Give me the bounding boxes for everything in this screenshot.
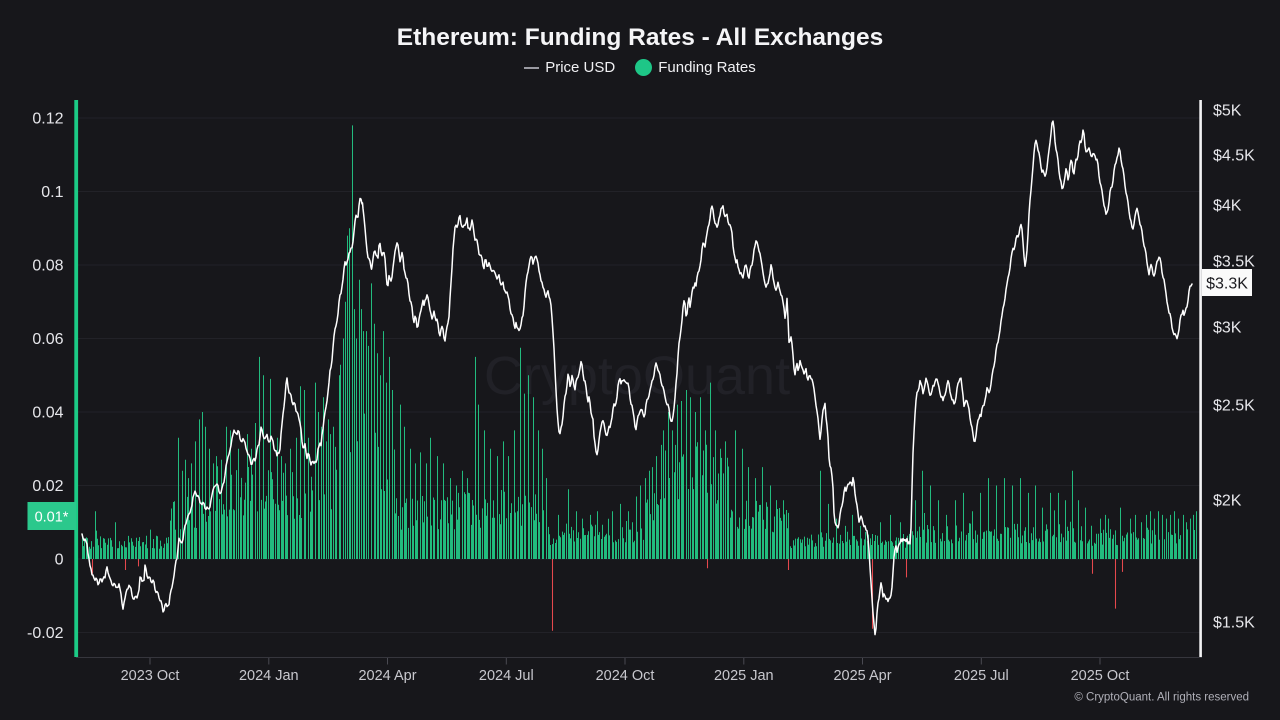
svg-text:0.08: 0.08 bbox=[32, 258, 63, 275]
svg-text:0.06: 0.06 bbox=[32, 331, 63, 348]
svg-text:0.02: 0.02 bbox=[32, 478, 63, 495]
svg-text:2025 Oct: 2025 Oct bbox=[1071, 668, 1130, 684]
svg-text:2025 Jan: 2025 Jan bbox=[714, 668, 774, 684]
svg-text:2025 Apr: 2025 Apr bbox=[833, 668, 891, 684]
svg-text:$5K: $5K bbox=[1213, 103, 1242, 120]
svg-text:2024 Apr: 2024 Apr bbox=[358, 668, 416, 684]
svg-text:$4K: $4K bbox=[1213, 198, 1242, 215]
svg-text:-0.02: -0.02 bbox=[27, 625, 64, 642]
svg-text:CryptoQuant: CryptoQuant bbox=[484, 346, 790, 406]
svg-text:$2K: $2K bbox=[1213, 493, 1242, 510]
svg-text:2024 Jan: 2024 Jan bbox=[239, 668, 299, 684]
svg-text:$3.3K: $3.3K bbox=[1206, 276, 1248, 293]
svg-text:$1.5K: $1.5K bbox=[1213, 615, 1255, 632]
svg-text:0.01*: 0.01* bbox=[35, 510, 69, 526]
svg-text:2024 Oct: 2024 Oct bbox=[596, 668, 655, 684]
svg-text:2025 Jul: 2025 Jul bbox=[954, 668, 1009, 684]
svg-text:$4.5K: $4.5K bbox=[1213, 148, 1255, 165]
svg-text:$2.5K: $2.5K bbox=[1213, 398, 1255, 415]
svg-text:2023 Oct: 2023 Oct bbox=[121, 668, 180, 684]
svg-text:0: 0 bbox=[55, 552, 64, 569]
svg-text:© CryptoQuant. All rights rese: © CryptoQuant. All rights reserved bbox=[1074, 692, 1249, 704]
svg-text:0.1: 0.1 bbox=[41, 184, 63, 201]
svg-text:0.04: 0.04 bbox=[32, 405, 63, 422]
svg-text:$3.5K: $3.5K bbox=[1213, 254, 1255, 271]
svg-text:0.12: 0.12 bbox=[32, 111, 63, 128]
svg-text:2024 Jul: 2024 Jul bbox=[479, 668, 534, 684]
svg-text:$3K: $3K bbox=[1213, 320, 1242, 337]
